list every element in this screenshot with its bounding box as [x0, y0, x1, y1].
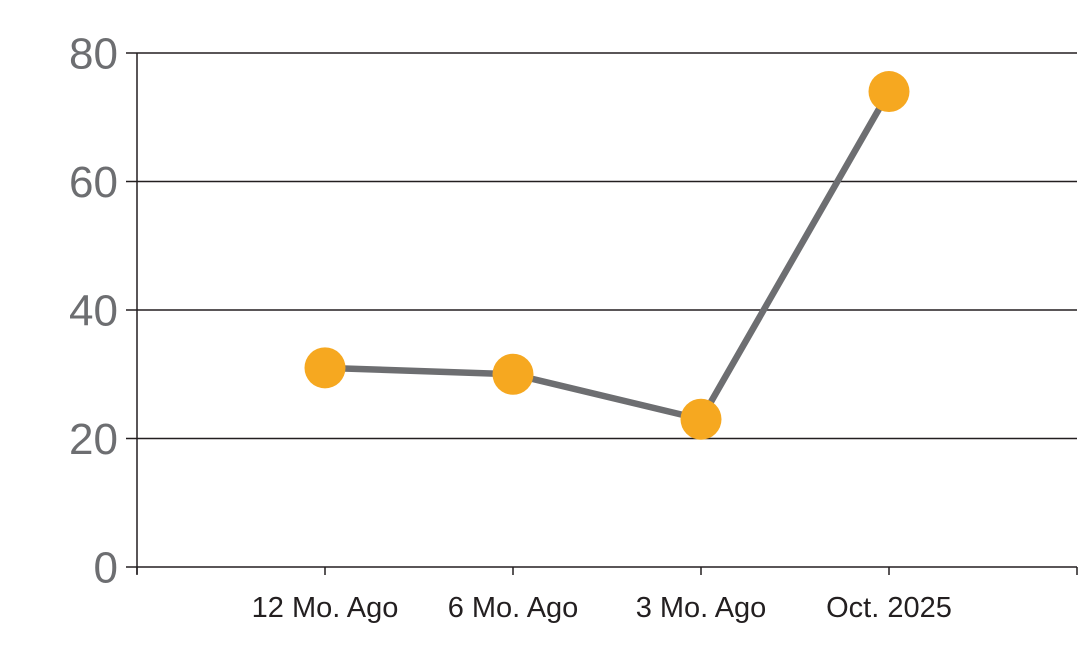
x-tick-label: Oct. 2025	[826, 592, 952, 624]
y-tick-label: 0	[94, 543, 118, 592]
x-tick-label: 3 Mo. Ago	[636, 592, 767, 624]
x-tick-label: 6 Mo. Ago	[448, 592, 579, 624]
data-point-marker	[868, 71, 910, 113]
y-tick-label: 20	[69, 415, 118, 464]
y-tick-label: 80	[69, 29, 118, 78]
y-tick-label: 40	[69, 286, 118, 335]
x-tick-label: 12 Mo. Ago	[252, 592, 399, 624]
series-line	[321, 88, 893, 423]
data-point-marker	[680, 398, 722, 440]
data-point-marker	[492, 353, 534, 395]
y-tick-label: 60	[69, 158, 118, 207]
data-point-marker	[304, 347, 346, 389]
